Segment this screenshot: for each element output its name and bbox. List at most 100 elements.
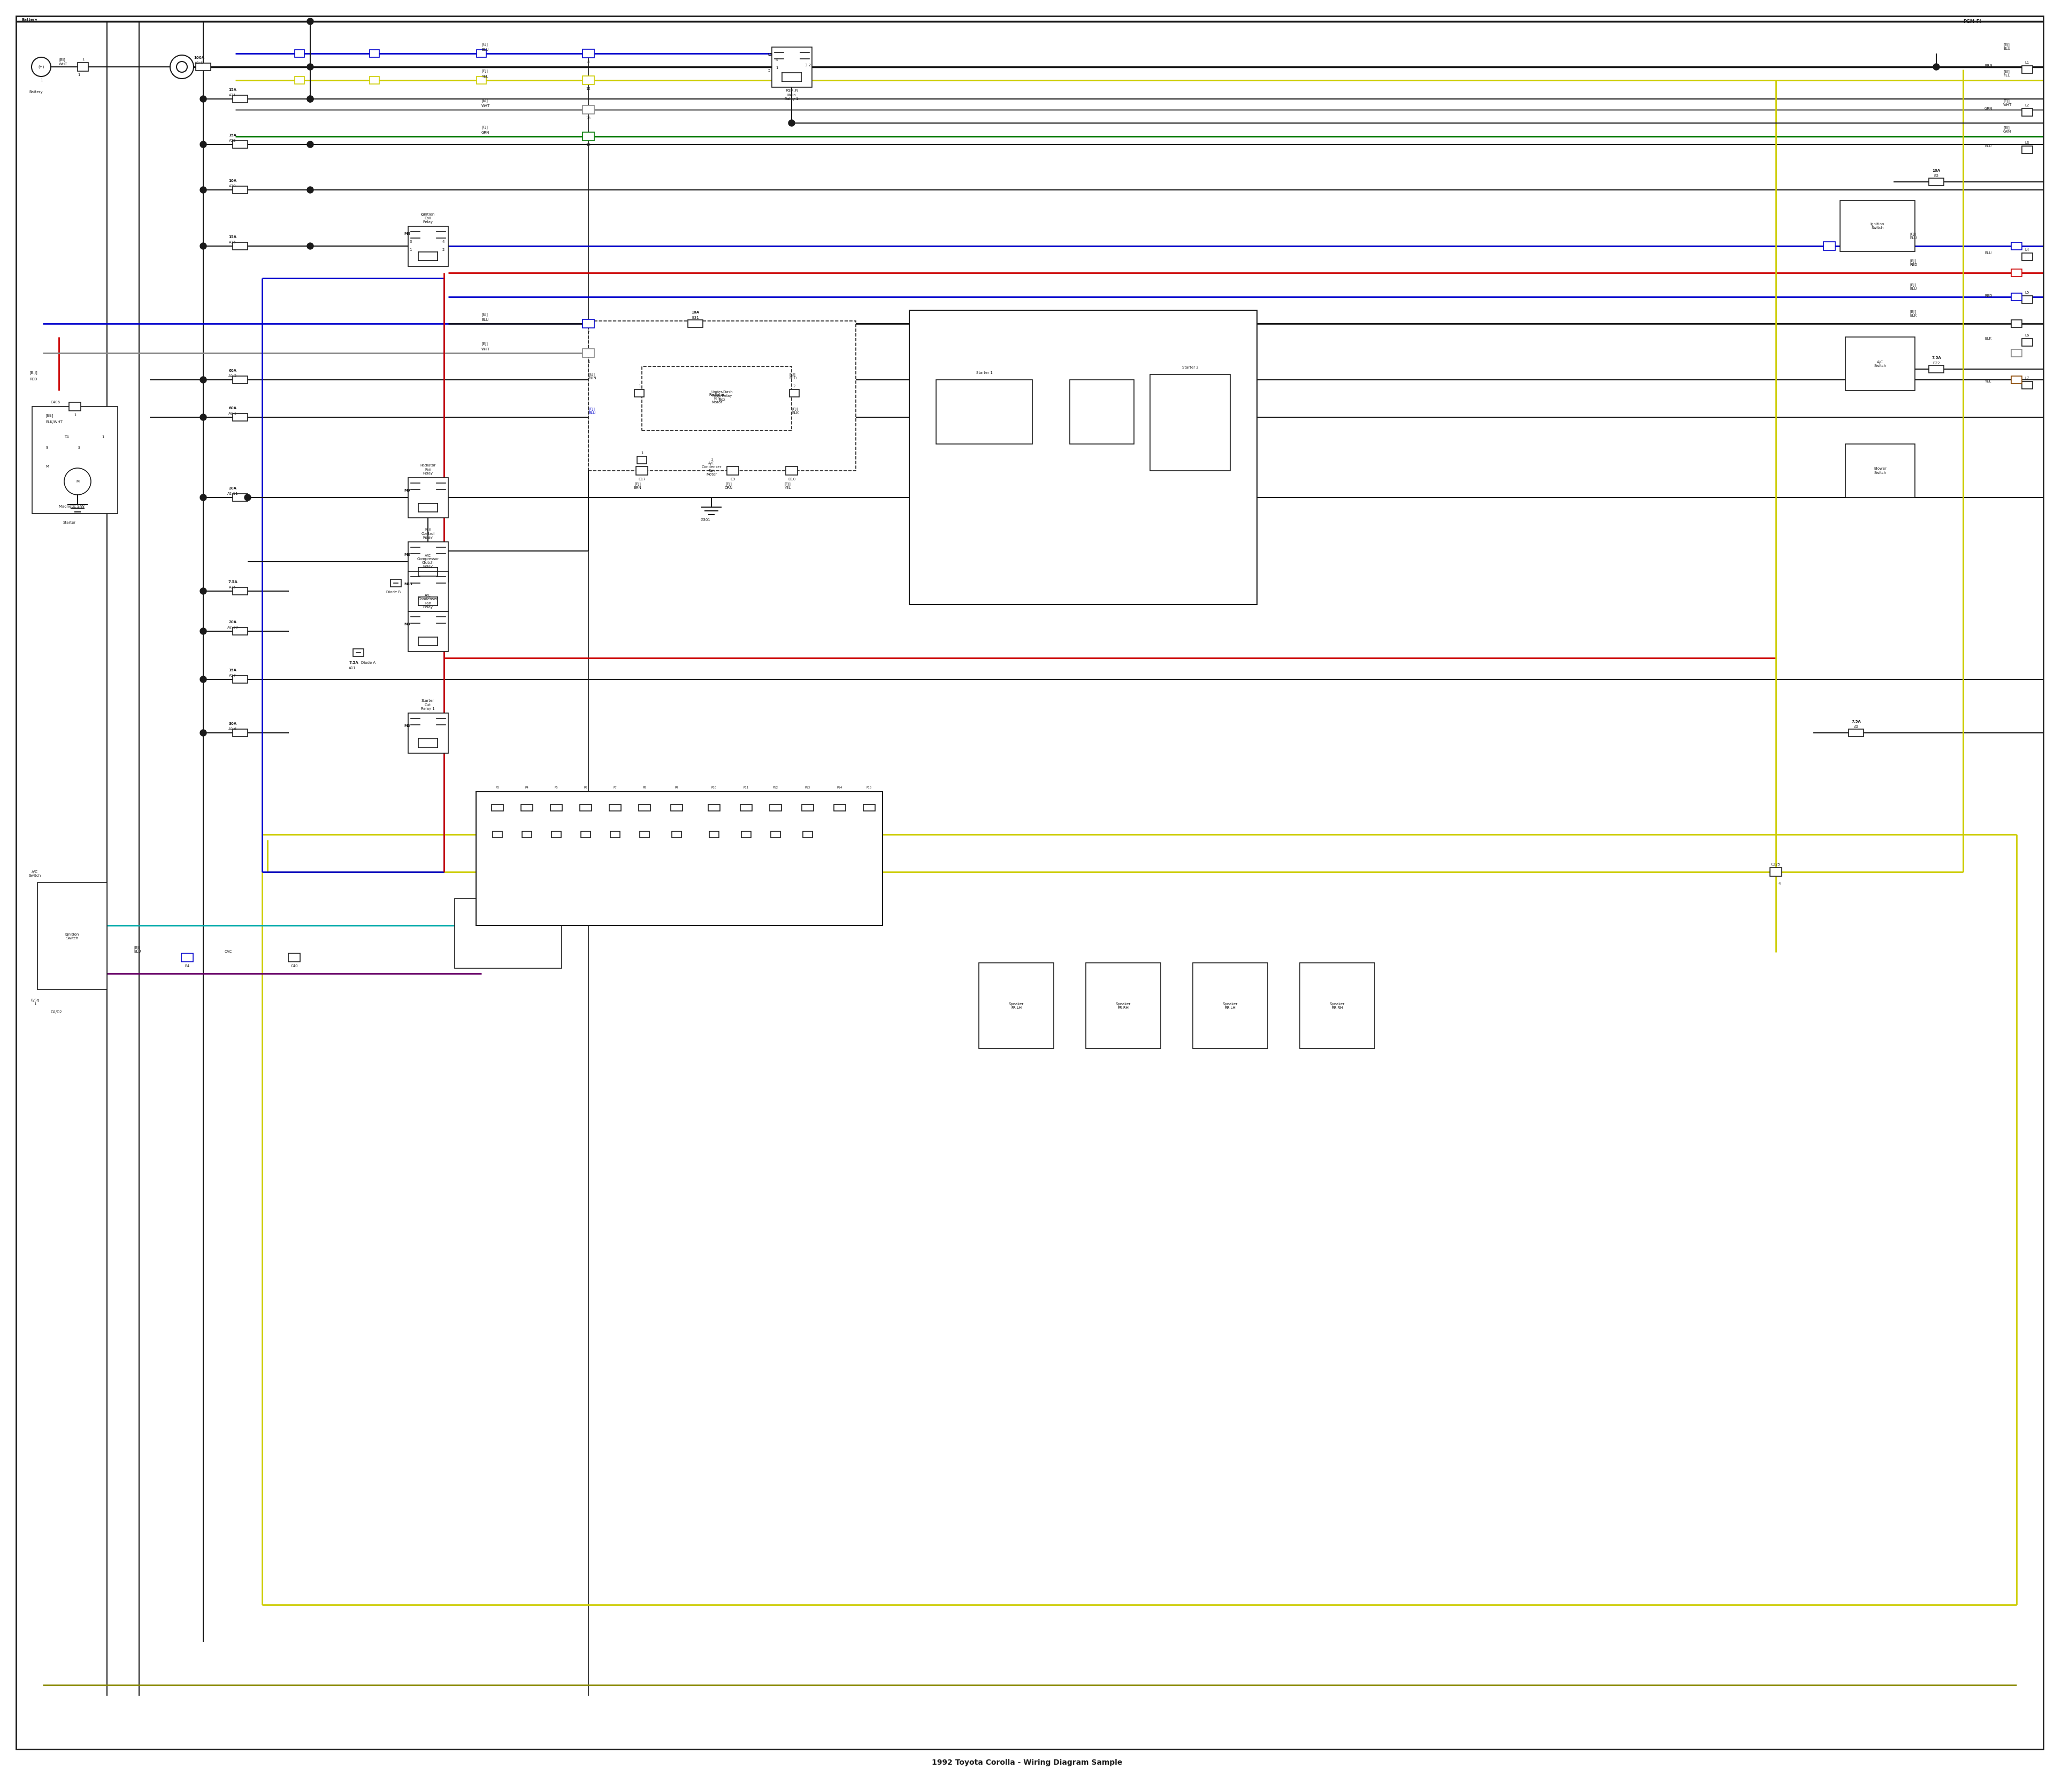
Text: Radiator
Fan
Relay: Radiator Fan Relay: [421, 464, 435, 475]
Text: 4: 4: [776, 59, 778, 61]
Bar: [78, 63, 88, 72]
Text: 10A: 10A: [1933, 168, 1941, 172]
Text: [EE]: [EE]: [45, 414, 53, 418]
Text: Blower
Switch: Blower Switch: [1873, 468, 1886, 475]
Text: 1: 1: [39, 79, 43, 82]
Circle shape: [64, 468, 90, 495]
Text: (+): (+): [39, 65, 45, 68]
Text: [EJ]
RED: [EJ] RED: [789, 373, 797, 380]
Bar: [1929, 366, 1943, 373]
Bar: [770, 831, 781, 837]
Text: 60A: 60A: [228, 407, 236, 410]
Text: [EJ]
BLK: [EJ] BLK: [791, 407, 799, 414]
Bar: [834, 805, 846, 812]
Bar: [641, 366, 791, 430]
Circle shape: [1933, 65, 1939, 70]
Text: M: M: [45, 464, 49, 468]
Text: Fan
Control
Relay: Fan Control Relay: [421, 529, 435, 539]
Text: Battery: Battery: [29, 90, 43, 93]
Text: M11: M11: [405, 582, 413, 586]
Text: RED: RED: [29, 378, 37, 382]
Circle shape: [199, 142, 207, 147]
Text: 1: 1: [409, 249, 411, 251]
Text: C406: C406: [51, 401, 60, 403]
Bar: [672, 805, 682, 812]
Text: [EJ]
BLK: [EJ] BLK: [1910, 310, 1916, 317]
Text: A2-1: A2-1: [228, 412, 236, 416]
Text: A5: A5: [1853, 726, 1859, 729]
Bar: [579, 805, 592, 812]
Text: RED: RED: [1984, 294, 1992, 297]
Text: Starter: Starter: [64, 521, 76, 525]
Text: M2: M2: [405, 724, 411, 728]
Bar: [232, 588, 249, 595]
Text: BLK/WHT: BLK/WHT: [45, 421, 62, 423]
Text: A2-11: A2-11: [228, 493, 238, 495]
Text: A29: A29: [230, 185, 236, 188]
Circle shape: [306, 244, 314, 249]
Text: 1: 1: [776, 66, 778, 70]
Text: A/C
Switch: A/C Switch: [29, 871, 41, 878]
Bar: [477, 77, 487, 84]
Bar: [709, 831, 719, 837]
Text: Ignition
Switch: Ignition Switch: [1871, 222, 1884, 229]
Text: PGM-FI
Main
Relay 1: PGM-FI Main Relay 1: [785, 90, 799, 100]
Bar: [491, 805, 503, 812]
Text: [EJ]
BLU: [EJ] BLU: [587, 407, 596, 414]
Text: A17: A17: [228, 674, 236, 677]
Text: P8: P8: [643, 787, 647, 788]
Bar: [2011, 321, 2021, 328]
Bar: [1844, 337, 1914, 391]
Bar: [70, 401, 80, 410]
Bar: [581, 831, 592, 837]
Text: Speaker
FR-RH: Speaker FR-RH: [1115, 1002, 1132, 1009]
Text: Battery: Battery: [21, 18, 37, 22]
Text: L2: L2: [2025, 104, 2029, 108]
Text: C17: C17: [639, 478, 645, 480]
Bar: [772, 47, 811, 88]
Bar: [741, 831, 752, 837]
Text: Ignition
Coil
Relay: Ignition Coil Relay: [421, 213, 435, 224]
Text: A2-3: A2-3: [228, 375, 236, 378]
Bar: [288, 953, 300, 962]
Bar: [980, 962, 1054, 1048]
Text: 15A: 15A: [228, 668, 236, 672]
Text: L6: L6: [2025, 333, 2029, 337]
Text: 19: 19: [585, 143, 592, 147]
Text: A21: A21: [230, 93, 236, 97]
Bar: [937, 380, 1033, 444]
Bar: [232, 242, 249, 249]
Bar: [232, 414, 249, 421]
Bar: [2021, 253, 2033, 260]
Bar: [232, 376, 249, 383]
Text: M: M: [76, 480, 80, 484]
Text: BLK: BLK: [1984, 337, 1992, 340]
Circle shape: [199, 588, 207, 595]
Circle shape: [244, 495, 251, 500]
Text: BLU: BLU: [1984, 145, 1992, 147]
Text: P5: P5: [555, 787, 559, 788]
Bar: [863, 805, 875, 812]
Bar: [409, 611, 448, 650]
Text: 15A: 15A: [228, 134, 236, 136]
Circle shape: [306, 65, 314, 70]
Circle shape: [199, 244, 207, 249]
Text: 1: 1: [639, 385, 641, 387]
Circle shape: [199, 414, 207, 421]
Text: C40: C40: [290, 964, 298, 968]
Circle shape: [306, 95, 314, 102]
Text: 20A: 20A: [228, 620, 236, 624]
Bar: [803, 831, 813, 837]
Bar: [801, 805, 813, 812]
Bar: [409, 713, 448, 753]
Text: D10: D10: [789, 478, 795, 480]
Text: D2/D2: D2/D2: [51, 1011, 62, 1014]
Text: 10A: 10A: [228, 179, 236, 183]
Text: 3: 3: [409, 240, 411, 244]
Text: P3: P3: [495, 787, 499, 788]
Text: [EJ]: [EJ]: [481, 312, 487, 315]
Bar: [1150, 375, 1230, 471]
Bar: [2021, 66, 2033, 73]
Text: [EJ]: [EJ]: [481, 342, 487, 346]
Text: Ignition
Switch: Ignition Switch: [66, 932, 80, 939]
